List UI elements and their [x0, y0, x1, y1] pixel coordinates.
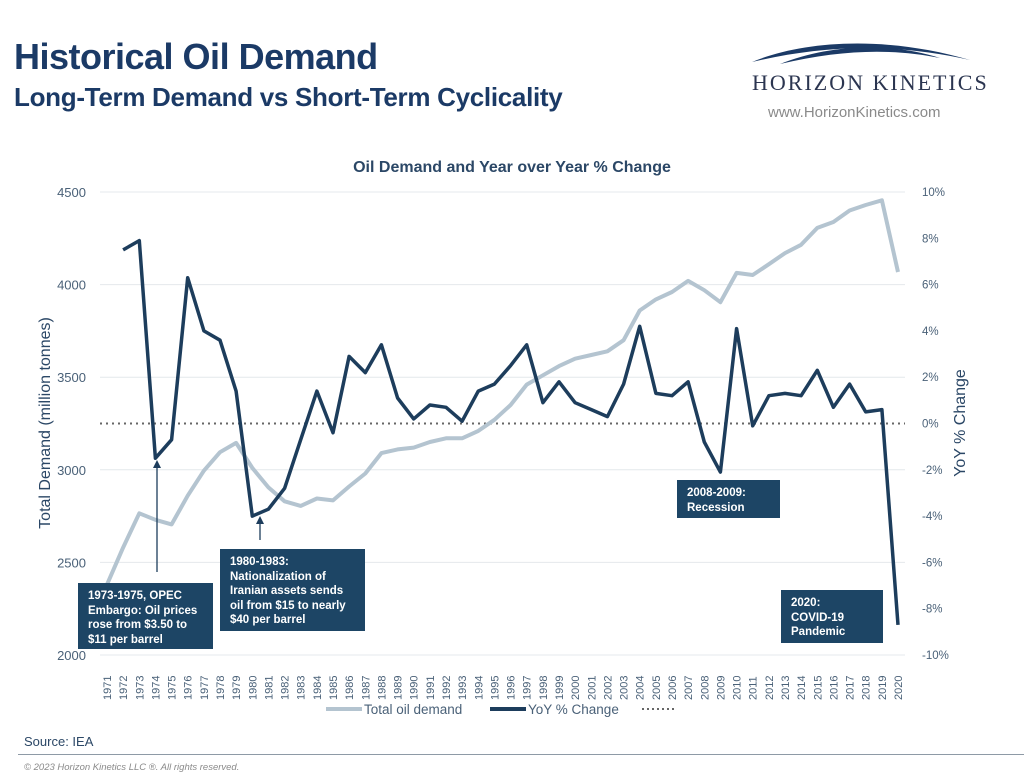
x-tick-label: 2008 [699, 676, 711, 700]
y-tick-label: 3000 [57, 463, 86, 478]
x-tick-label: 2003 [619, 676, 631, 700]
x-tick-label: 2009 [715, 676, 727, 700]
x-tick-label: 1974 [150, 676, 162, 700]
x-tick-label: 2004 [635, 676, 647, 700]
x-tick-label: 2018 [861, 676, 873, 700]
annotation-iran: 1980-1983: Nationalization of Iranian as… [220, 549, 365, 631]
y2-tick-label: 6% [922, 280, 939, 292]
x-tick-label: 2001 [586, 676, 598, 700]
x-tick-label: 1984 [312, 676, 324, 700]
x-tick-label: 1985 [328, 676, 340, 700]
x-tick-label: 1983 [296, 676, 308, 700]
y2-tick-label: 2% [922, 372, 939, 384]
legend-label-yoy: YoY % Change [528, 702, 619, 717]
chart-title: Oil Demand and Year over Year % Change [353, 159, 671, 176]
x-tick-label: 2014 [796, 676, 808, 700]
source-note: Source: IEA [24, 734, 94, 749]
x-tick-label: 1998 [538, 676, 550, 700]
x-tick-label: 2017 [845, 676, 857, 700]
y2-tick-label: -8% [922, 604, 942, 616]
x-tick-label: 1996 [506, 676, 518, 700]
logo-name: HORIZON KINETICS [752, 70, 989, 95]
x-tick-label: 2020 [893, 676, 905, 700]
y-tick-label: 2000 [57, 648, 86, 663]
footer-divider [18, 754, 1024, 755]
x-tick-label: 1997 [522, 676, 534, 700]
horizon-logo-swoosh-icon [752, 43, 970, 64]
x-tick-label: 1986 [344, 676, 356, 700]
x-tick-label: 2016 [828, 676, 840, 700]
x-tick-label: 1988 [376, 676, 388, 700]
y2-tick-label: -2% [922, 465, 942, 477]
x-tick-label: 2002 [602, 676, 614, 700]
x-tick-label: 2006 [667, 676, 679, 700]
x-tick-label: 2007 [683, 676, 695, 700]
x-tick-label: 1977 [199, 676, 211, 700]
copyright: © 2023 Horizon Kinetics LLC ®. All right… [24, 762, 240, 773]
y2-tick-label: -10% [922, 650, 949, 662]
x-tick-label: 2012 [764, 676, 776, 700]
x-tick-label: 1978 [215, 676, 227, 700]
x-tick-label: 1992 [441, 676, 453, 700]
x-tick-label: 1981 [263, 676, 275, 700]
x-tick-label: 2005 [651, 676, 663, 700]
y2-tick-label: -4% [922, 511, 942, 523]
series-total-oil-demand-line [105, 198, 900, 586]
x-tick-label: 1999 [554, 676, 566, 700]
x-tick-label: 1987 [360, 676, 372, 700]
legend-label-demand: Total oil demand [364, 702, 462, 717]
page-subtitle: Long-Term Demand vs Short-Term Cyclicali… [14, 82, 563, 112]
arrowhead-icon [153, 460, 161, 468]
x-tick-label: 2000 [570, 676, 582, 700]
x-tick-label: 2015 [812, 676, 824, 700]
y2-tick-label: 0% [922, 419, 939, 431]
x-tick-label: 1982 [280, 676, 292, 700]
y2-axis-label: YoY % Change [952, 369, 969, 477]
x-tick-label: 2011 [748, 676, 760, 700]
y2-tick-label: 10% [922, 187, 945, 199]
x-tick-label: 1989 [393, 676, 405, 700]
x-tick-label: 1980 [247, 676, 259, 700]
x-tick-label: 1973 [134, 676, 146, 700]
x-tick-label: 1976 [183, 676, 195, 700]
y-tick-label: 4000 [57, 278, 86, 293]
x-tick-label: 1979 [231, 676, 243, 700]
x-tick-label: 2019 [877, 676, 889, 700]
y-tick-label: 3500 [57, 370, 86, 385]
annotation-opec: 1973-1975, OPEC Embargo: Oil prices rose… [78, 583, 213, 649]
x-tick-label: 2010 [732, 676, 744, 700]
annotation-recession: 2008-2009: Recession [677, 480, 780, 518]
annotation-covid: 2020: COVID-19 Pandemic [781, 590, 883, 643]
x-tick-label: 1972 [118, 676, 130, 700]
y-tick-label: 4500 [57, 185, 86, 200]
logo-url: www.HorizonKinetics.com [768, 104, 941, 121]
x-tick-label: 1990 [409, 676, 421, 700]
x-tick-label: 1975 [167, 676, 179, 700]
arrowhead-icon [256, 516, 264, 524]
x-tick-label: 1993 [457, 676, 469, 700]
x-tick-label: 1995 [489, 676, 501, 700]
x-tick-label: 1991 [425, 676, 437, 700]
y2-tick-label: 4% [922, 326, 939, 338]
page-title: Historical Oil Demand [14, 36, 378, 77]
y-tick-label: 2500 [57, 555, 86, 570]
y2-tick-label: -6% [922, 557, 942, 569]
y-axis-label: Total Demand (million tonnes) [37, 317, 54, 529]
x-tick-label: 2013 [780, 676, 792, 700]
x-tick-label: 1994 [473, 676, 485, 700]
y2-tick-label: 8% [922, 233, 939, 245]
x-tick-label: 1971 [102, 676, 114, 700]
